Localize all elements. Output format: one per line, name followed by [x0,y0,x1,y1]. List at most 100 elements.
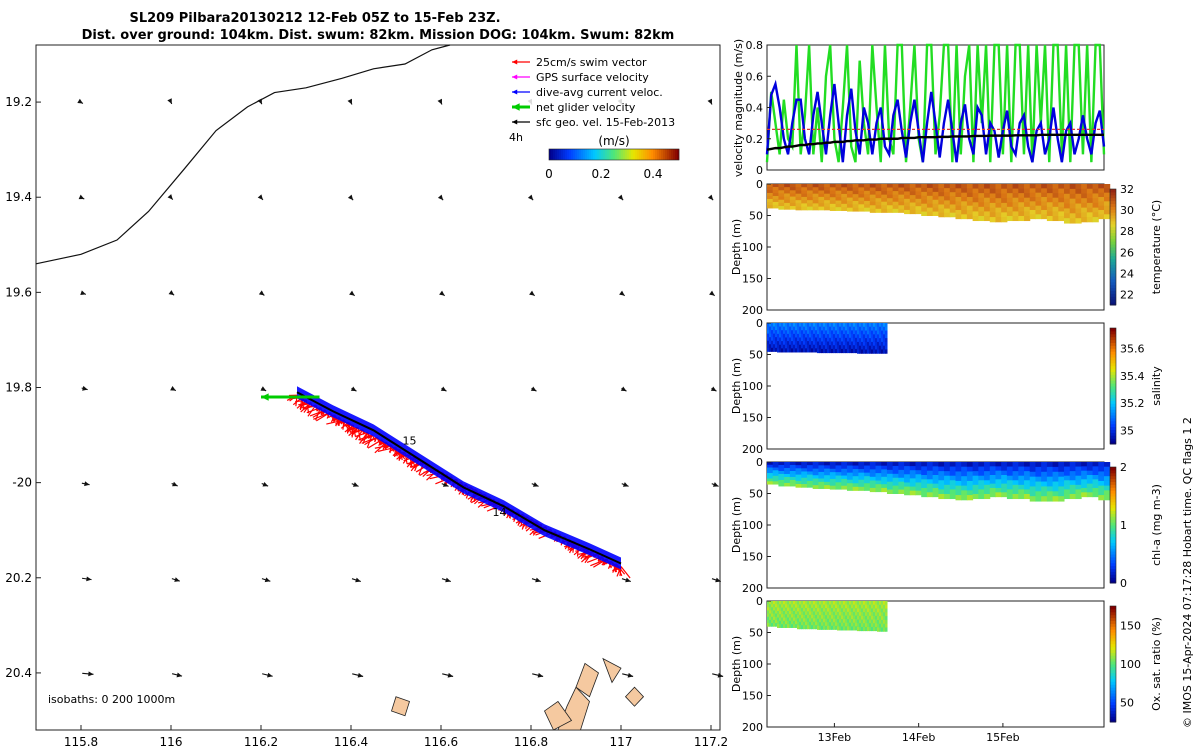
section-cell [989,188,996,194]
geo-vector-head [350,386,357,392]
colorbar-cell [633,149,636,160]
section-cell [1058,496,1065,502]
section-cell [856,608,860,613]
section-colorbar-cell [1110,490,1116,494]
section-cell [850,604,854,609]
section-cell [1075,480,1082,486]
section-cell [874,334,878,339]
section-cell [1058,188,1065,194]
section-cell [812,478,819,483]
section-colorbar-tick: 50 [1120,697,1134,710]
section-cell [972,493,979,500]
section-cell [858,326,862,332]
section-cell [978,471,985,477]
section-cell [792,333,796,338]
section-cell [1058,193,1065,199]
section-cell [778,614,782,619]
section-cell [881,480,888,485]
section-cell [909,198,917,204]
section-cell [832,337,836,343]
section-cell [784,467,791,472]
section-cell [829,187,837,192]
section-cell [884,349,888,354]
section-cell [1064,462,1071,468]
section-cell [884,345,888,350]
geo-vector-head [167,98,172,104]
section-cell [828,330,832,335]
section-cell [782,344,786,349]
section-cell [782,330,786,335]
section-cell [1058,184,1065,190]
section-cell [796,621,800,626]
section-cell [1104,196,1111,202]
section-cell [838,615,842,620]
section-ytick-label: 200 [742,304,763,317]
section-cell [767,464,774,469]
section-cell [814,611,818,616]
section-cell [778,620,782,625]
section-cell [1029,184,1036,189]
section-cell [800,621,804,626]
section-cell [796,326,800,331]
section-cell [866,626,870,632]
section-cell [892,465,899,471]
section-cell [876,341,880,347]
section-cell [881,476,888,482]
section-cell [794,624,798,628]
section-cell [816,326,820,331]
section-cell [1006,184,1014,190]
section-cell [995,470,1002,476]
section-cell [776,620,780,625]
section-cell [874,601,878,606]
section-cell [1086,184,1094,190]
section-cell [966,495,974,501]
section-cell [796,614,800,619]
section-cell [806,477,814,482]
section-cell [788,330,792,335]
section-cell [852,472,859,477]
section-cell [818,475,825,480]
section-cell [949,184,956,189]
section-cell [872,612,876,617]
section-cell [886,201,894,206]
section-cell [1058,481,1065,487]
section-cell [784,187,791,191]
section-cell [795,474,802,479]
geo-vector-head [622,482,629,487]
section-cell [810,621,814,626]
section-cell [858,612,862,617]
section-cell [875,184,882,189]
section-cell [862,604,866,609]
section-cell [814,330,818,335]
geo-vector-head [82,385,88,391]
section-cell [858,330,862,335]
section-cell [854,337,858,343]
section-cell [846,326,850,331]
section-colorbar-cell [1110,519,1116,523]
section-cell [995,474,1002,480]
section-cell [884,627,888,632]
section-cell [875,480,882,485]
section-cell [1012,211,1019,217]
section-cell [820,622,824,627]
section-cell [995,207,1002,213]
section-cell [886,481,894,487]
section-cell [800,611,804,616]
section-cell [1012,462,1019,468]
section-cell [801,184,808,188]
section-cell [1001,193,1008,199]
section-cell [858,349,862,354]
section-cell [1001,492,1008,498]
section-cell [1024,480,1031,486]
section-cell [767,201,774,206]
section-cell [796,337,800,342]
section-cell [1041,184,1048,189]
map-colorbar: (m/s)0 0.2 0.4 [545,134,680,181]
section-cell [1058,491,1065,497]
section-cell [800,348,804,353]
section-cell [881,194,888,199]
colorbar-cell [565,149,568,160]
section-cell [838,323,842,328]
section-cell [820,326,824,331]
section-cell [1046,486,1054,492]
